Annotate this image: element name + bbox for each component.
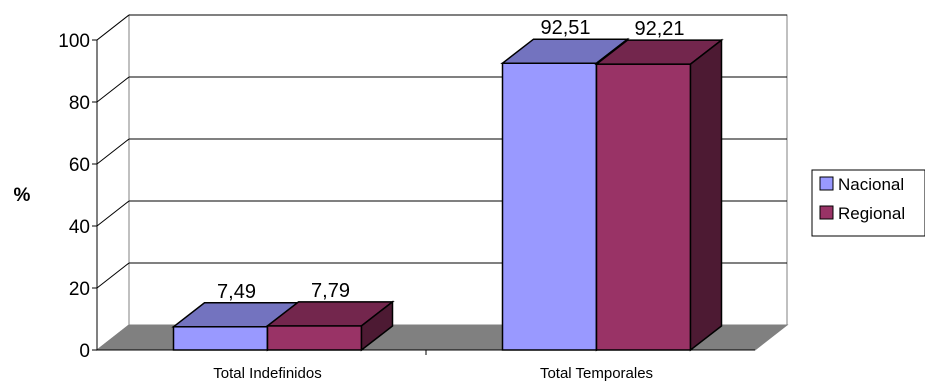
bar-front: [266, 325, 363, 351]
legend: Nacional Regional: [811, 169, 925, 237]
bar-side: [360, 300, 394, 352]
data-label: 92,21: [634, 18, 684, 40]
bars: [171, 37, 724, 352]
y-tick-label: 20: [69, 279, 90, 300]
y-tick-label: 60: [69, 155, 90, 176]
bar-front: [501, 62, 598, 351]
y-axis-label: %: [14, 185, 31, 206]
x-category-label: Total Temporales: [540, 365, 653, 382]
y-tick-label: 40: [69, 217, 90, 238]
bar-front: [172, 326, 269, 351]
side-wall: [96, 13, 130, 352]
y-tick-label: 0: [79, 341, 90, 362]
gridline-side: [96, 262, 130, 289]
x-category-label: Total Indefinidos: [213, 365, 321, 382]
legend-label: Regional: [838, 204, 905, 223]
data-label: 7,79: [311, 280, 350, 302]
labels: 0 20 40 60 80 100 Total Indefinidos 7,49 7,79 Tot…: [58, 17, 684, 382]
gridline-side: [96, 76, 130, 103]
data-label: 92,51: [540, 17, 590, 39]
legend-swatch: [819, 205, 834, 220]
bar-side: [689, 38, 723, 352]
axes: [92, 39, 755, 355]
legend-label: Nacional: [838, 175, 904, 194]
gridline-side: [96, 14, 130, 41]
y-tick-label: 100: [58, 31, 90, 52]
data-label: 7,49: [217, 281, 256, 303]
gridline-side: [96, 138, 130, 165]
bar-front: [595, 63, 692, 351]
y-tick-label: 80: [69, 93, 90, 114]
legend-swatch: [819, 176, 834, 191]
gridline-side: [96, 200, 130, 227]
